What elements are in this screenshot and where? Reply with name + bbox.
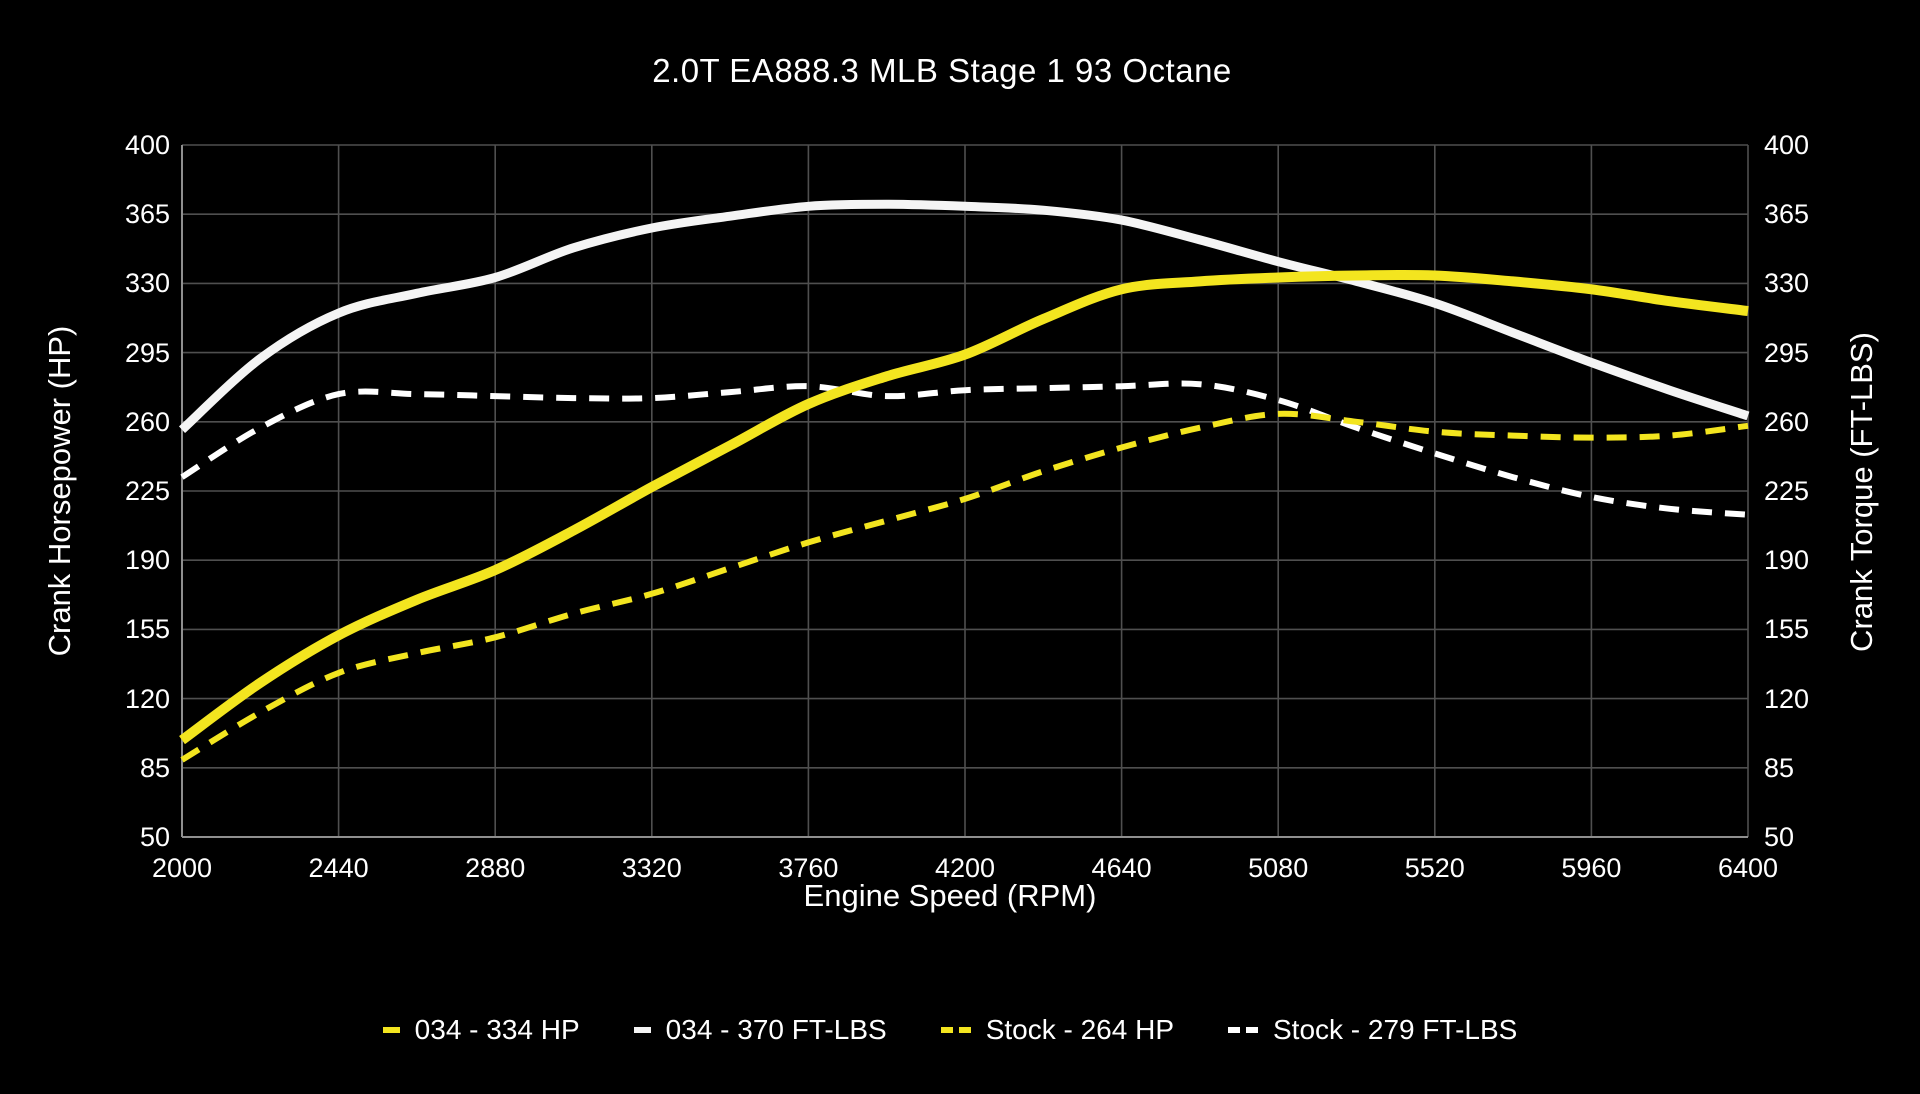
series-line-stock-279-ft-lbs — [180, 380, 1749, 518]
y-left-tick-label: 365 — [124, 199, 170, 230]
y-right-tick-label: 155 — [1764, 614, 1810, 645]
y-right-tick-label: 400 — [1764, 130, 1810, 160]
x-tick-label: 2440 — [308, 853, 369, 883]
legend-marker-white-dashed — [1228, 1027, 1258, 1033]
chart-title: 2.0T EA888.3 MLB Stage 1 93 Octane — [652, 52, 1232, 89]
legend-label: Stock - 279 FT-LBS — [1273, 1014, 1518, 1045]
y-left-tick-label: 260 — [124, 406, 170, 437]
y-right-tick-label: 330 — [1764, 268, 1810, 299]
legend-item-034-hp: 034 - 334 HP — [382, 1014, 580, 1046]
legend-label: 034 - 370 FT-LBS — [665, 1014, 887, 1045]
legend-marker-yellow-solid — [382, 1027, 400, 1033]
legend-dash-segment — [382, 1027, 400, 1033]
y-right-tick-label: 190 — [1764, 545, 1810, 576]
series-line-034-334-hp — [179, 269, 1749, 745]
y-left-tick-label: 50 — [139, 822, 170, 852]
x-tick-label: 3320 — [621, 853, 682, 883]
x-tick-label: 6400 — [1717, 853, 1779, 883]
legend-dash-segment — [633, 1027, 651, 1033]
y-right-axis-title: Crank Torque (FT-LBS) — [1844, 332, 1879, 652]
y-left-tick-label: 120 — [124, 683, 170, 714]
y-right-tick-label: 120 — [1764, 683, 1810, 714]
y-right-tick-label: 50 — [1764, 822, 1795, 852]
x-tick-label: 2000 — [151, 853, 213, 883]
y-left-tick-label: 400 — [124, 130, 170, 160]
x-tick-label: 4200 — [934, 853, 996, 883]
legend-item-034-torque: 034 - 370 FT-LBS — [633, 1014, 887, 1046]
x-tick-label: 3760 — [778, 853, 839, 883]
legend-item-stock-torque: Stock - 279 FT-LBS — [1228, 1014, 1517, 1046]
x-tick-label: 2880 — [465, 853, 526, 883]
legend-item-stock-hp: Stock - 264 HP — [940, 1014, 1174, 1046]
y-left-tick-label: 225 — [124, 476, 170, 506]
legend-dash-segment — [1228, 1027, 1240, 1033]
y-right-tick-label: 225 — [1764, 476, 1810, 506]
x-tick-label: 5520 — [1404, 853, 1465, 883]
y-right-tick-label: 365 — [1764, 199, 1810, 230]
y-left-tick-label: 330 — [124, 268, 170, 299]
y-right-tick-label: 260 — [1764, 406, 1810, 437]
y-left-tick-label: 155 — [124, 614, 170, 645]
series-line-034-370-ft-lbs — [178, 199, 1750, 434]
legend-label: Stock - 264 HP — [985, 1014, 1174, 1045]
x-tick-label: 4640 — [1091, 853, 1152, 883]
legend: 034 - 334 HP 034 - 370 FT-LBS Stock - 26… — [0, 1008, 1900, 1052]
x-tick-label: 5960 — [1561, 853, 1622, 883]
series-line-stock-264-hp — [180, 410, 1749, 763]
legend-marker-yellow-dashed — [940, 1027, 971, 1033]
y-left-axis-title: Crank Horsepower (HP) — [42, 325, 77, 657]
x-axis-title: Engine Speed (RPM) — [803, 878, 1097, 913]
legend-marker-white-solid — [633, 1027, 651, 1033]
legend-label: 034 - 334 HP — [414, 1014, 580, 1045]
y-left-tick-label: 295 — [124, 337, 170, 368]
legend-dash-segment — [940, 1027, 953, 1033]
legend-dash-segment — [1246, 1027, 1258, 1033]
y-right-tick-label: 85 — [1764, 752, 1795, 783]
x-tick-label: 5080 — [1248, 853, 1309, 883]
y-left-tick-label: 190 — [124, 545, 170, 576]
legend-dash-segment — [958, 1027, 971, 1033]
y-right-tick-label: 295 — [1764, 337, 1810, 368]
y-left-tick-label: 85 — [139, 752, 170, 783]
